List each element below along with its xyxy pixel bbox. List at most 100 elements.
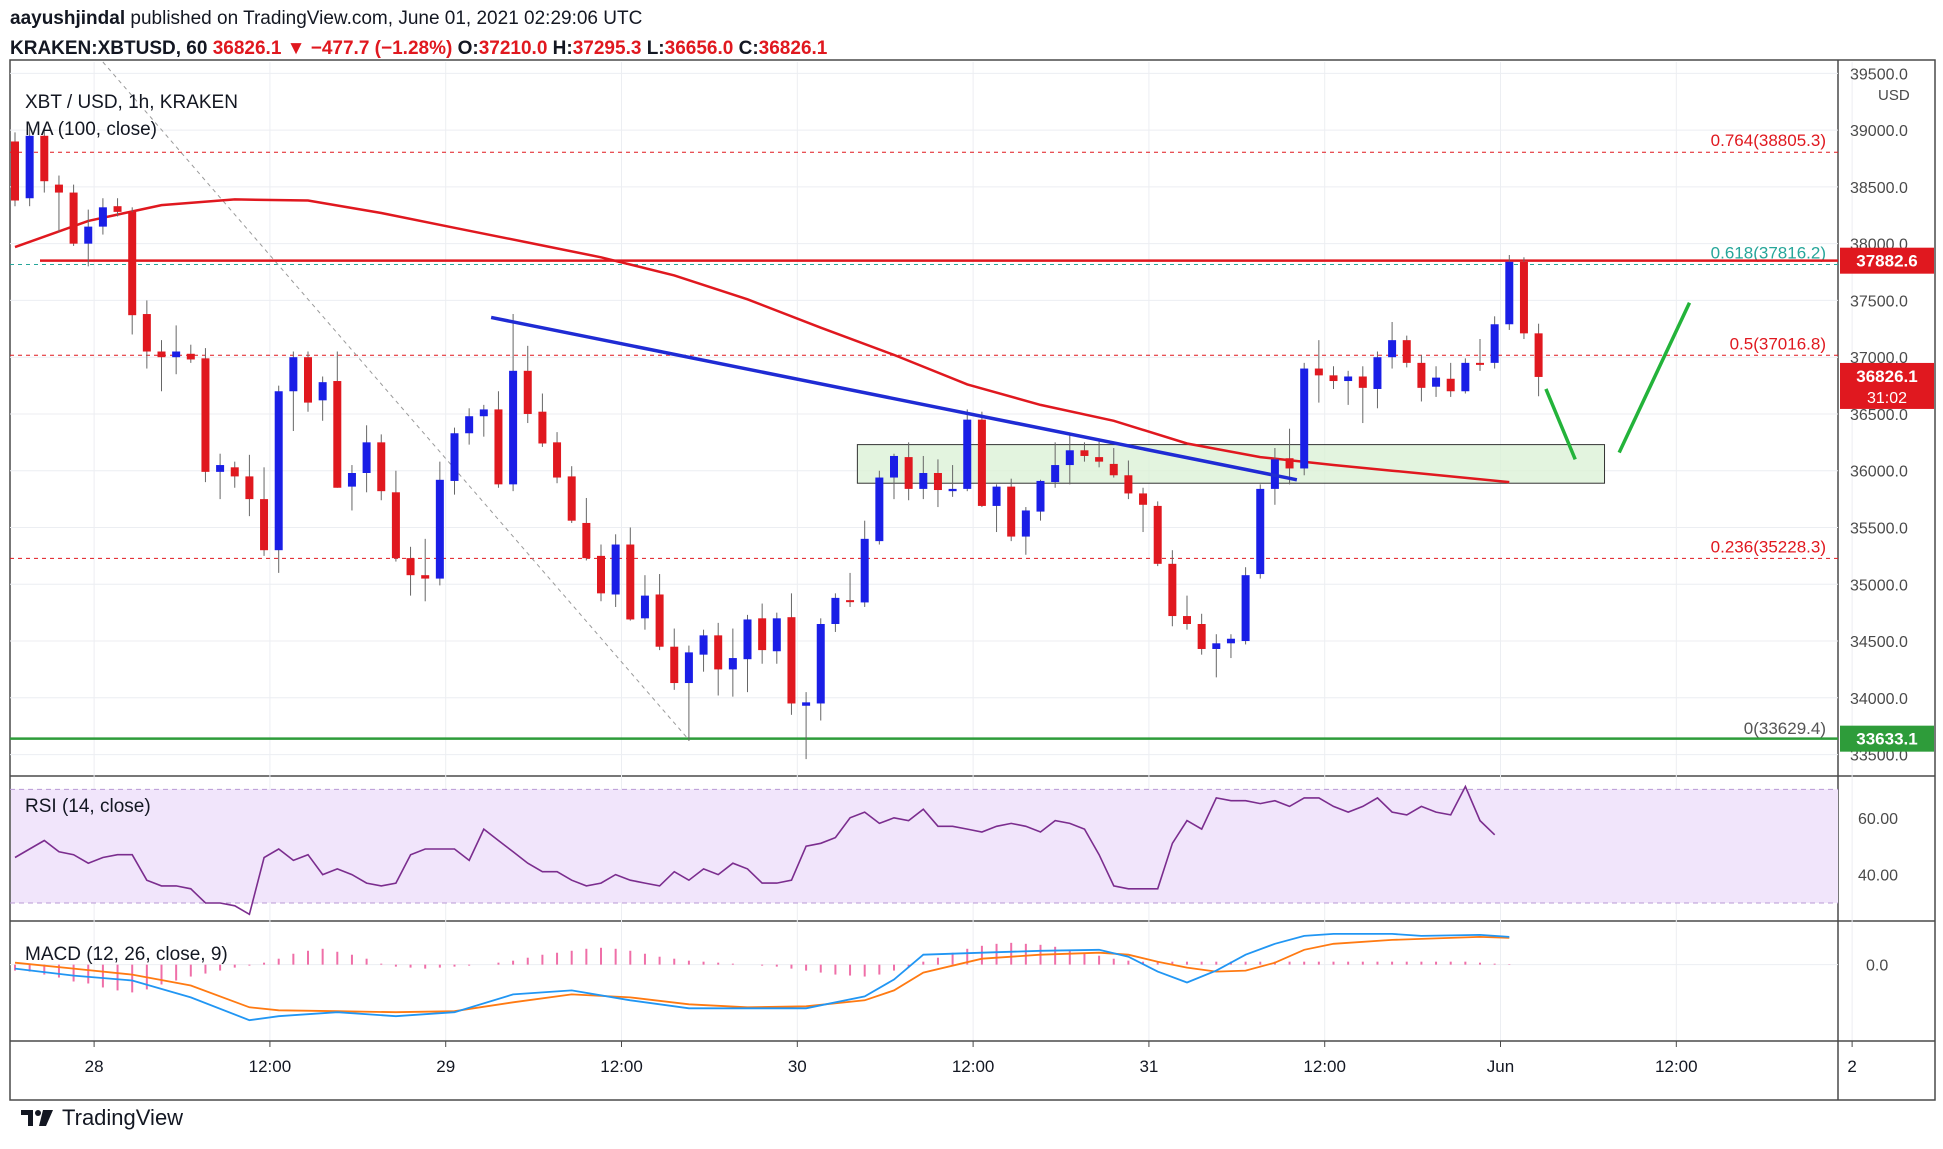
open-label: O: [457, 38, 479, 59]
candle-body [1226, 638, 1235, 644]
candle [933, 459, 942, 508]
close-value: 36826.1 [758, 38, 828, 59]
candle [186, 344, 195, 363]
candle [54, 175, 63, 233]
candle [421, 538, 430, 602]
candle [84, 209, 93, 267]
rsi-label: RSI (14, close) [25, 796, 151, 817]
candle [1329, 366, 1338, 389]
candle [391, 470, 400, 562]
candle-body [1065, 450, 1074, 466]
candle-body [245, 476, 254, 500]
candle [142, 300, 151, 369]
candle-body [553, 442, 562, 478]
price-change: ▼ −477.7 (−1.28%) [286, 38, 453, 59]
candle-body [523, 370, 532, 414]
candle [25, 126, 34, 207]
candle [509, 314, 518, 492]
time-tick-label: 30 [788, 1057, 807, 1076]
candle [40, 127, 49, 193]
candle-body [69, 192, 78, 244]
candle-body [684, 652, 693, 684]
candle-body [333, 381, 342, 488]
candle [816, 618, 825, 721]
grid [10, 60, 1935, 1100]
candle-body [1519, 261, 1528, 334]
candle [465, 408, 474, 445]
candle [1417, 354, 1426, 402]
candle-body [933, 472, 942, 491]
candle-body [948, 488, 957, 492]
candle [846, 572, 855, 607]
support-price-tag-bg [1840, 725, 1934, 752]
candle-body [1095, 457, 1104, 462]
candle-body [655, 594, 664, 647]
macd-signal-line [14, 935, 1510, 1014]
candle-body [1036, 480, 1045, 512]
candle-body [582, 522, 591, 559]
price-tick-label: 34500.0 [1850, 634, 1908, 651]
candle-body [611, 544, 620, 595]
candle-body [421, 575, 430, 579]
candle [1432, 366, 1441, 397]
candle-body [875, 477, 884, 542]
candle [1344, 370, 1353, 405]
fib-level-label: 0.236(35228.3) [1711, 537, 1826, 556]
rsi-tick-label: 40.00 [1858, 868, 1898, 885]
macd-line [14, 933, 1510, 1022]
candle-body [479, 409, 488, 417]
candle [772, 612, 781, 664]
chart-title: XBT / USD, 1h, KRAKEN [25, 92, 238, 113]
candle [640, 575, 649, 630]
candle-body [509, 370, 518, 485]
low-value: 36656.0 [664, 38, 734, 59]
candle-body [1461, 362, 1470, 392]
candle [1168, 550, 1177, 627]
price-tick-label: 33500.0 [1850, 748, 1908, 765]
footer-brand[interactable]: TradingView [20, 1105, 183, 1131]
time-axis[interactable]: 2812:002912:003012:003112:00Jun12:00212:… [85, 1041, 1943, 1076]
candle [157, 340, 166, 392]
candle [289, 351, 298, 431]
time-tick-label: 12:00 [1303, 1057, 1346, 1076]
candle [347, 465, 356, 511]
candle [479, 404, 488, 437]
candle-body [1153, 505, 1162, 564]
pane-labels: XBT / USD, 1h, KRAKEN MA (100, close) RSI … [25, 92, 238, 965]
author-name[interactable]: aayushjindal [10, 8, 126, 29]
candle [201, 348, 210, 483]
candle-body [128, 211, 137, 316]
candle [611, 534, 620, 607]
time-tick-label: 12:00 [952, 1057, 995, 1076]
candle [1461, 358, 1470, 394]
candle-body [1285, 458, 1294, 469]
candle [626, 527, 635, 621]
current-price-tag: 36826.1 [1856, 367, 1917, 386]
candle [1446, 362, 1455, 397]
candle-body [1183, 616, 1191, 624]
candle-body [494, 409, 503, 485]
candle-body [728, 658, 737, 670]
candle [670, 628, 679, 690]
candle-body [216, 465, 225, 472]
candle-body [142, 314, 151, 352]
candle [538, 393, 547, 447]
time-tick-label: 12:00 [249, 1057, 292, 1076]
time-tick-label: 28 [85, 1057, 104, 1076]
high-value: 37295.3 [572, 38, 642, 59]
candle [904, 442, 913, 501]
candle [1095, 438, 1104, 468]
candle [377, 434, 386, 501]
current-price-tag-countdown: 31:02 [1867, 390, 1907, 407]
candle-body [98, 207, 107, 227]
price-axis[interactable]: 39500.039000.038500.038000.037500.037000… [1840, 66, 1934, 975]
fib-level-label: 0.764(38805.3) [1711, 131, 1826, 150]
candle-body [626, 544, 635, 620]
candle-body [40, 135, 49, 182]
candle [597, 544, 605, 602]
macd-tick-label: 0.0 [1866, 958, 1888, 975]
candle-body [640, 595, 649, 619]
candle [860, 520, 869, 607]
candle-body [406, 558, 415, 576]
